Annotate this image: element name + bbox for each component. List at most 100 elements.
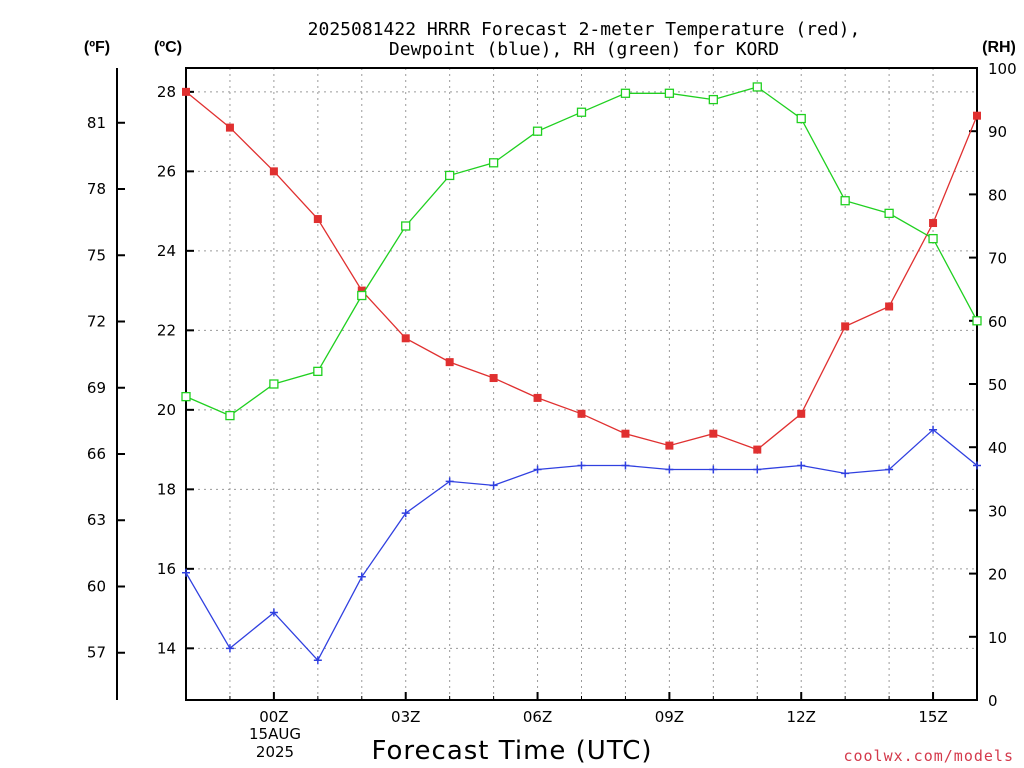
dewpoint-point <box>665 465 674 474</box>
fahrenheit-tick-label: 78 <box>87 180 106 198</box>
x-tick-label: 09Z <box>655 708 684 726</box>
dewpoint-point <box>182 568 190 577</box>
dewpoint-point <box>753 465 762 474</box>
rh-point <box>884 208 894 219</box>
celsius-tick-label: 20 <box>157 401 176 419</box>
celsius-tick-label: 26 <box>157 162 176 180</box>
x-tick-label: 12Z <box>787 708 816 726</box>
rh-point <box>928 233 938 244</box>
dewpoint-point <box>797 461 806 470</box>
fahrenheit-tick-label: 72 <box>87 313 106 331</box>
series-rh <box>181 82 982 421</box>
rh-point <box>357 290 367 301</box>
temperature-point <box>665 441 674 450</box>
temperature-point <box>445 358 454 367</box>
rh-point <box>664 88 675 98</box>
rh-tick-label: 90 <box>988 123 1007 141</box>
dewpoint-point <box>357 572 366 581</box>
temperature-point <box>489 374 498 383</box>
x-tick-label: 06Z <box>523 708 552 726</box>
temperature-point <box>182 87 190 96</box>
rh-tick-label: 10 <box>988 629 1007 647</box>
celsius-tick-label: 18 <box>157 480 176 498</box>
fahrenheit-unit-label: (ºF) <box>84 39 110 56</box>
temperature-point <box>797 409 806 418</box>
celsius-tick-label: 14 <box>157 639 176 657</box>
rh-point <box>181 391 191 402</box>
celsius-tick-label: 28 <box>157 83 176 101</box>
dewpoint-point <box>225 644 234 653</box>
temperature-point <box>357 286 366 295</box>
temperature-line <box>185 91 978 451</box>
rh-tick-label: 20 <box>988 566 1007 584</box>
plot-frame <box>185 67 978 701</box>
credit-text: coolwx.com/models <box>843 747 1014 765</box>
dewpoint-point <box>445 477 454 486</box>
rh-point <box>445 170 455 181</box>
chart-title-line1: 2025081422 HRRR Forecast 2-meter Tempera… <box>308 19 861 40</box>
rh-point <box>972 316 982 326</box>
rh-tick-label: 30 <box>988 502 1007 520</box>
rh-tick-label: 40 <box>988 439 1007 457</box>
temperature-point <box>621 429 630 438</box>
dewpoint-point <box>885 465 894 474</box>
dewpoint-point <box>709 465 718 474</box>
temperature-point <box>313 215 322 224</box>
dewpoint-point <box>489 481 498 490</box>
date-day-label: 15AUG <box>249 725 301 743</box>
dewpoint-point <box>269 608 278 617</box>
temperature-point <box>577 409 586 418</box>
data-series <box>181 82 982 665</box>
x-axis-title: Forecast Time (UTC) <box>371 736 652 766</box>
fahrenheit-tick-label: 69 <box>87 379 106 397</box>
temperature-point <box>225 123 234 132</box>
rh-point <box>708 94 718 105</box>
rh-tick-label: 80 <box>988 186 1007 204</box>
celsius-tick-label: 16 <box>157 560 176 578</box>
dewpoint-point <box>577 461 586 470</box>
celsius-unit-label: (ºC) <box>154 39 182 56</box>
rh-tick-label: 70 <box>988 250 1007 268</box>
fahrenheit-tick-label: 63 <box>87 511 106 529</box>
dewpoint-point <box>929 425 938 434</box>
fahrenheit-tick-label: 57 <box>87 644 106 662</box>
x-tick-label: 00Z <box>259 708 288 726</box>
date-year-label: 2025 <box>256 743 294 761</box>
temperature-point <box>401 334 410 343</box>
rh-point <box>532 126 543 136</box>
dewpoint-point <box>313 656 322 665</box>
dewpoint-point <box>973 461 981 470</box>
temperature-point <box>533 393 542 402</box>
rh-point <box>796 113 806 124</box>
rh-point <box>752 82 762 92</box>
dewpoint-point <box>841 469 850 478</box>
gridlines <box>186 68 977 700</box>
temperature-point <box>753 445 762 454</box>
rh-unit-label: (RH) <box>982 39 1016 56</box>
rh-point <box>576 107 587 117</box>
dewpoint-point <box>533 465 542 474</box>
celsius-tick-label: 24 <box>157 242 176 260</box>
dewpoint-point <box>621 461 630 470</box>
chart-title-line2: Dewpoint (blue), RH (green) for KORD <box>389 39 779 60</box>
rh-point <box>840 196 850 206</box>
axes: 00Z 03Z 06Z 09Z 12Z 15Z 14 16 18 20 22 24 26 28 57 60 63… <box>87 60 1017 726</box>
rh-point <box>225 410 235 421</box>
rh-point <box>401 221 411 231</box>
temperature-point <box>885 302 894 311</box>
temperature-point <box>841 322 850 331</box>
fahrenheit-tick-label: 60 <box>87 577 106 595</box>
temperature-point <box>269 167 278 176</box>
rh-tick-label: 100 <box>988 60 1017 78</box>
fahrenheit-tick-label: 66 <box>87 445 106 463</box>
rh-tick-label: 0 <box>988 692 998 710</box>
series-dewpoint <box>182 425 981 665</box>
rh-point <box>313 366 323 377</box>
dewpoint-point <box>401 509 410 518</box>
rh-point <box>269 379 279 389</box>
temperature-point <box>973 111 981 120</box>
fahrenheit-tick-label: 75 <box>87 246 106 264</box>
x-tick-label: 03Z <box>391 708 420 726</box>
temperature-point <box>929 219 938 228</box>
